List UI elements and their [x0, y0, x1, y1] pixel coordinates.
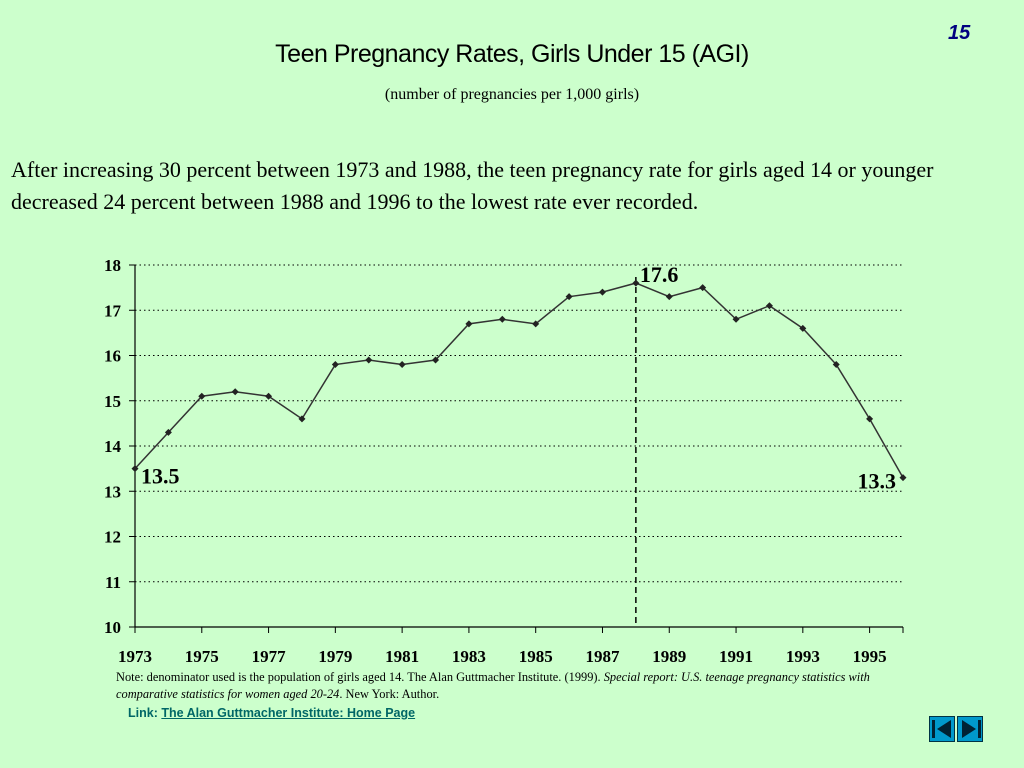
y-tick-label: 15 — [104, 392, 121, 411]
y-tick-label: 12 — [104, 528, 121, 547]
data-point — [699, 284, 707, 292]
note-report-title: Special report: U.S. teenage pregnancy s… — [116, 670, 870, 701]
y-tick-label: 17 — [104, 301, 122, 320]
data-label: 13.5 — [141, 464, 180, 489]
data-point — [799, 324, 807, 332]
data-point — [331, 361, 339, 369]
x-tick-label: 1983 — [452, 647, 486, 666]
data-label: 13.3 — [858, 469, 897, 494]
x-tick-label: 1991 — [719, 647, 753, 666]
note-publisher: . New York: Author. — [339, 687, 440, 701]
data-point — [765, 302, 773, 310]
intro-paragraph: After increasing 30 percent between 1973… — [11, 157, 934, 214]
x-tick-label: 1975 — [185, 647, 219, 666]
data-point — [732, 315, 740, 323]
y-tick-label: 16 — [104, 347, 121, 366]
agi-home-link[interactable]: The Alan Guttmacher Institute: Home Page — [161, 706, 416, 720]
data-point — [265, 392, 273, 400]
x-tick-label: 1973 — [118, 647, 152, 666]
data-point — [398, 361, 406, 369]
x-tick-label: 1977 — [252, 647, 287, 666]
y-tick-label: 18 — [104, 256, 121, 275]
x-tick-label: 1979 — [318, 647, 352, 666]
y-tick-label: 11 — [105, 573, 121, 592]
data-point — [365, 356, 373, 364]
data-point — [432, 356, 440, 364]
previous-slide-button[interactable] — [929, 716, 955, 742]
x-tick-label: 1993 — [786, 647, 820, 666]
y-tick-label: 14 — [104, 437, 122, 456]
data-point — [164, 428, 172, 436]
arrow-left-icon — [932, 720, 951, 738]
data-point — [632, 279, 640, 287]
page-subtitle: (number of pregnancies per 1,000 girls) — [384, 86, 640, 103]
data-point — [198, 392, 206, 400]
data-point — [298, 415, 306, 423]
y-tick-label: 10 — [104, 618, 121, 637]
y-tick-label: 13 — [104, 482, 121, 501]
arrow-right-icon — [962, 720, 981, 738]
data-point — [131, 465, 139, 473]
data-point — [498, 315, 506, 323]
x-tick-label: 1985 — [519, 647, 553, 666]
link-row: Link: The Alan Guttmacher Institute: Hom… — [128, 706, 415, 720]
source-note: Note: denominator used is the population… — [116, 669, 916, 703]
page-title: Teen Pregnancy Rates, Girls Under 15 (AG… — [275, 40, 749, 68]
x-tick-label: 1981 — [385, 647, 419, 666]
note-text: Note: denominator used is the population… — [116, 670, 604, 684]
slide-number: 15 — [948, 22, 971, 44]
data-label: 17.6 — [640, 262, 679, 287]
x-tick-label: 1995 — [853, 647, 887, 666]
data-point — [231, 388, 239, 396]
x-tick-label: 1987 — [585, 647, 620, 666]
slide-navigation — [929, 716, 983, 742]
link-label: Link: — [128, 706, 158, 720]
data-point — [832, 361, 840, 369]
x-tick-label: 1989 — [652, 647, 686, 666]
data-point — [465, 320, 473, 328]
next-slide-button[interactable] — [957, 716, 983, 742]
series-line — [134, 282, 904, 479]
data-point — [565, 293, 573, 301]
data-point — [598, 288, 606, 296]
data-point — [899, 474, 907, 482]
data-point — [532, 320, 540, 328]
data-point — [665, 293, 673, 301]
data-point — [866, 415, 874, 423]
